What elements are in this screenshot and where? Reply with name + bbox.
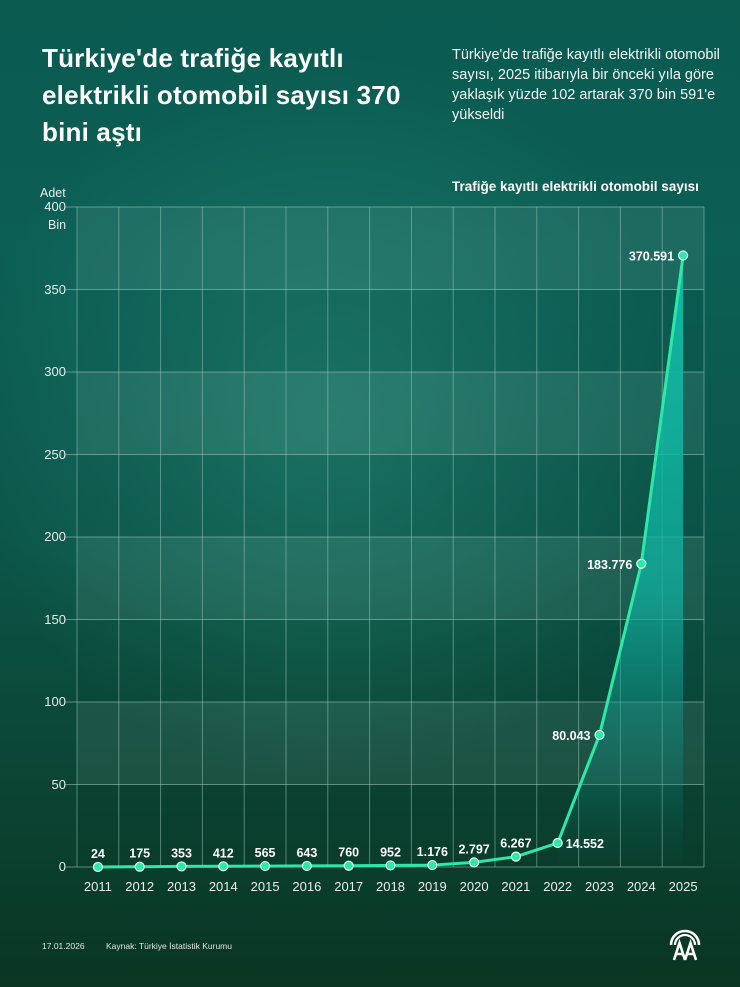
- data-label: 6.267: [500, 837, 531, 851]
- data-point: [218, 861, 229, 872]
- y-tick-label: 400: [44, 199, 66, 214]
- x-tick-label: 2014: [208, 879, 238, 894]
- data-point: [301, 860, 312, 872]
- y-tick-label: 200: [44, 529, 66, 544]
- data-point: [552, 837, 563, 849]
- data-label: 412: [213, 846, 234, 860]
- data-point: [176, 861, 187, 872]
- x-tick-label: 2020: [459, 879, 489, 894]
- data-point: [510, 851, 522, 862]
- y-axis-unit-sublabel: Bin: [48, 218, 67, 232]
- data-labels: 24 175 353 412 565 643 760 952 1.176 2.797 6.267 14…: [91, 250, 674, 861]
- x-tick-label: 2021: [501, 879, 531, 894]
- plot-band: [77, 372, 704, 455]
- data-point: [469, 857, 480, 868]
- data-point: [134, 861, 145, 872]
- x-tick-label: 2023: [585, 879, 614, 894]
- data-label: 370.591: [629, 250, 674, 264]
- area-fill: [557, 255, 684, 867]
- data-label: 353: [171, 846, 192, 860]
- data-label: 1.176: [417, 845, 448, 859]
- data-point: [260, 860, 271, 872]
- data-point: [636, 558, 647, 569]
- data-label: 565: [255, 846, 276, 860]
- y-tick-label: 100: [44, 694, 66, 709]
- x-tick-label: 2024: [626, 879, 656, 894]
- data-label: 24: [91, 847, 105, 861]
- y-tick-label: 50: [51, 776, 66, 792]
- chart-title: Trafiğe kayıtlı elektrikli otomobil sayı…: [452, 179, 699, 194]
- data-point: [594, 729, 605, 741]
- x-tick-label: 2015: [250, 879, 280, 894]
- x-tick-label: 2016: [292, 879, 322, 894]
- plot-band: [77, 537, 704, 620]
- x-tick-label: 2022: [543, 879, 573, 894]
- data-label: 2.797: [458, 842, 489, 856]
- aa-logo-icon: [669, 929, 701, 961]
- x-tick-label: 2017: [334, 879, 364, 894]
- footer-source: Kaynak: Türkiye İstatistik Kurumu: [106, 941, 232, 951]
- y-tick-label: 250: [44, 446, 66, 462]
- x-tick-label: 2012: [125, 879, 155, 894]
- y-axis-unit-label: Adet: [40, 186, 66, 200]
- footer-date: 17.01.2026: [42, 941, 85, 951]
- data-label: 14.552: [566, 837, 604, 851]
- data-label: 183.776: [587, 558, 632, 572]
- data-points: [92, 250, 689, 873]
- x-tick-label: 2019: [417, 879, 447, 894]
- y-tick-label: 300: [44, 364, 66, 379]
- data-label: 80.043: [552, 729, 590, 743]
- x-tick-label: 2013: [167, 879, 196, 894]
- plot-band: [77, 290, 704, 373]
- data-point: [92, 861, 104, 873]
- plot-band: [77, 455, 704, 538]
- x-tick-label: 2018: [376, 879, 405, 894]
- y-tick-label: 150: [44, 611, 66, 627]
- x-tick-label: 2011: [83, 879, 112, 894]
- x-tick-label: 2025: [668, 879, 698, 894]
- data-label: 175: [129, 847, 150, 861]
- plot-band: [77, 207, 704, 290]
- data-label: 952: [380, 845, 401, 859]
- data-label: 643: [296, 846, 317, 860]
- page-title: Türkiye'de trafiğe kayıtlı elektrikli ot…: [42, 43, 401, 147]
- y-tick-label: 350: [44, 281, 66, 297]
- page-subtitle: Türkiye'de trafiğe kayıtlı elektrikli ot…: [452, 47, 720, 123]
- data-point: [677, 250, 689, 261]
- data-point: [385, 860, 396, 871]
- data-point: [427, 859, 438, 871]
- data-point: [343, 860, 354, 871]
- y-tick-label: 0: [58, 859, 66, 874]
- data-label: 760: [338, 846, 359, 860]
